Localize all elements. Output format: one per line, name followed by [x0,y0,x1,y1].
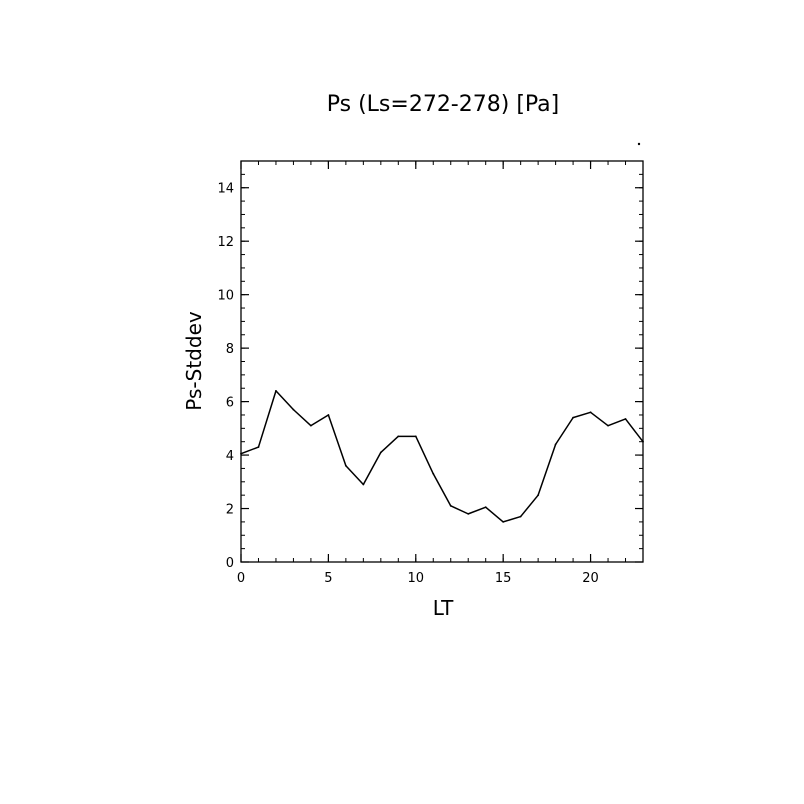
data-point [624,418,627,420]
y-tick-label: 2 [226,503,234,518]
x-tick-label: 15 [495,571,512,586]
series-line [240,390,644,523]
data-point [502,521,505,523]
data-point [607,424,609,427]
y-tick-label: 8 [226,342,234,357]
data-point [484,506,487,509]
data-point [414,435,417,438]
x-tick-label: 0 [237,571,245,586]
chart-title: Ps (Ls=272-278) [Pa] [327,92,560,117]
data-point [467,512,470,515]
corner-dot [637,142,641,146]
data-point [292,408,295,411]
data-point [344,464,347,467]
data-point [432,472,435,475]
minor-ticks [240,160,644,563]
plot-frame [240,160,644,563]
data-point [275,390,277,392]
data-point [257,446,260,448]
y-tick-label: 0 [226,556,234,571]
y-tick-label: 14 [217,182,234,197]
x-tick-label: 5 [324,571,332,586]
x-axis-title: LT [433,596,454,620]
data-point [449,504,452,507]
y-tick-label: 4 [226,449,234,464]
tick-labels: 0 5 10 15 20 0 2 4 6 8 10 12 14 [217,182,598,586]
major-ticks [240,161,643,563]
y-tick-label: 6 [226,396,234,411]
data-point [554,443,557,446]
y-tick-label: 10 [217,289,234,304]
data-point [537,494,540,497]
data-point [572,416,574,419]
series-layer [240,390,644,523]
data-point [379,451,382,454]
data-point [362,483,365,486]
x-tick-label: 10 [408,571,425,586]
x-tick-label: 20 [582,571,599,586]
y-axis-title: Ps-Stddev [182,311,206,411]
data-point [397,435,400,438]
data-point [519,515,522,518]
data-point [589,411,592,414]
data-point [327,414,330,416]
data-point [310,424,312,427]
y-tick-label: 12 [217,235,234,250]
